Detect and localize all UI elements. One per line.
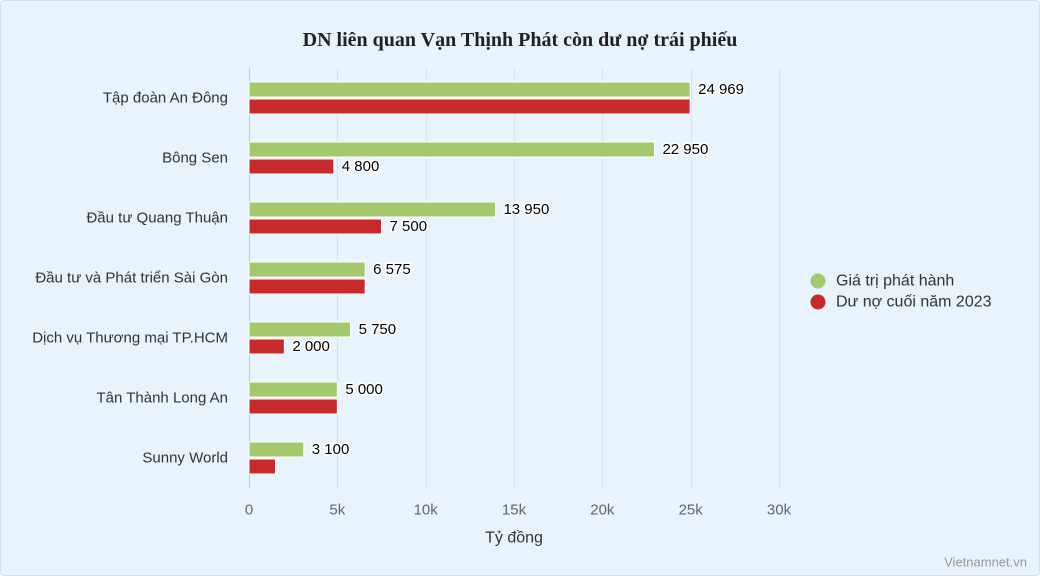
x-tick-label: 10k <box>414 502 439 519</box>
data-label: 13 950 <box>503 201 549 218</box>
bar <box>248 158 335 175</box>
bar <box>248 398 338 415</box>
category-label: Tân Thành Long An <box>97 390 229 407</box>
bar <box>248 81 691 98</box>
y-axis-categories: Tập đoàn An Đông Bông Sen Đầu tư Quang Thu… <box>32 90 228 467</box>
x-tick-label: 20k <box>590 502 615 519</box>
bar <box>248 381 338 398</box>
bar <box>248 338 285 355</box>
bar <box>248 441 305 458</box>
bar <box>248 321 352 338</box>
category-label: Đầu tư Quang Thuận <box>86 210 228 227</box>
data-label: 2 000 <box>292 338 330 355</box>
bars <box>248 81 691 475</box>
x-tick-label: 25k <box>679 502 704 519</box>
bar <box>248 261 366 278</box>
chart-title: DN liên quan Vạn Thịnh Phát còn dư nợ tr… <box>303 29 738 51</box>
x-tick-label: 15k <box>502 502 527 519</box>
data-label: 5 750 <box>359 321 397 338</box>
legend-label: Dư nợ cuối năm 2023 <box>836 294 992 311</box>
x-axis-title: Tỷ đồng <box>485 530 543 547</box>
category-label: Sunny World <box>142 450 228 467</box>
bar <box>248 141 655 158</box>
x-axis: 0 5k 10k 15k 20k 25k 30k <box>245 68 792 519</box>
legend-marker-icon <box>810 273 826 289</box>
x-tick-label: 30k <box>767 502 792 519</box>
x-tick-label: 0 <box>245 502 253 519</box>
data-label: 4 800 <box>342 158 380 175</box>
category-label: Dịch vụ Thương mại TP.HCM <box>32 330 228 347</box>
category-label: Đầu tư và Phát triển Sài Gòn <box>35 270 228 287</box>
credit-text: Vietnamnet.vn <box>944 555 1027 570</box>
data-label: 7 500 <box>390 218 428 235</box>
legend: Giá trị phát hành Dư nợ cuối năm 2023 <box>810 273 992 311</box>
category-label: Bông Sen <box>162 150 228 167</box>
data-label: 22 950 <box>662 141 708 158</box>
category-label: Tập đoàn An Đông <box>103 90 228 107</box>
bar <box>248 458 276 475</box>
legend-marker-icon <box>810 294 826 310</box>
data-labels: 24 969 22 950 4 800 13 950 7 500 6 575 5 750 2 … <box>291 80 746 460</box>
data-label: 5 000 <box>345 381 383 398</box>
data-label: 3 100 <box>312 441 350 458</box>
bar <box>248 201 496 218</box>
data-label: 6 575 <box>373 261 411 278</box>
legend-item[interactable]: Dư nợ cuối năm 2023 <box>810 294 992 311</box>
bar <box>248 98 691 115</box>
grid <box>337 68 780 488</box>
legend-item[interactable]: Giá trị phát hành <box>810 273 955 290</box>
bar <box>248 218 382 235</box>
bar <box>248 278 366 295</box>
x-tick-label: 5k <box>329 502 345 519</box>
legend-label: Giá trị phát hành <box>836 273 954 290</box>
data-label: 24 969 <box>698 81 744 98</box>
